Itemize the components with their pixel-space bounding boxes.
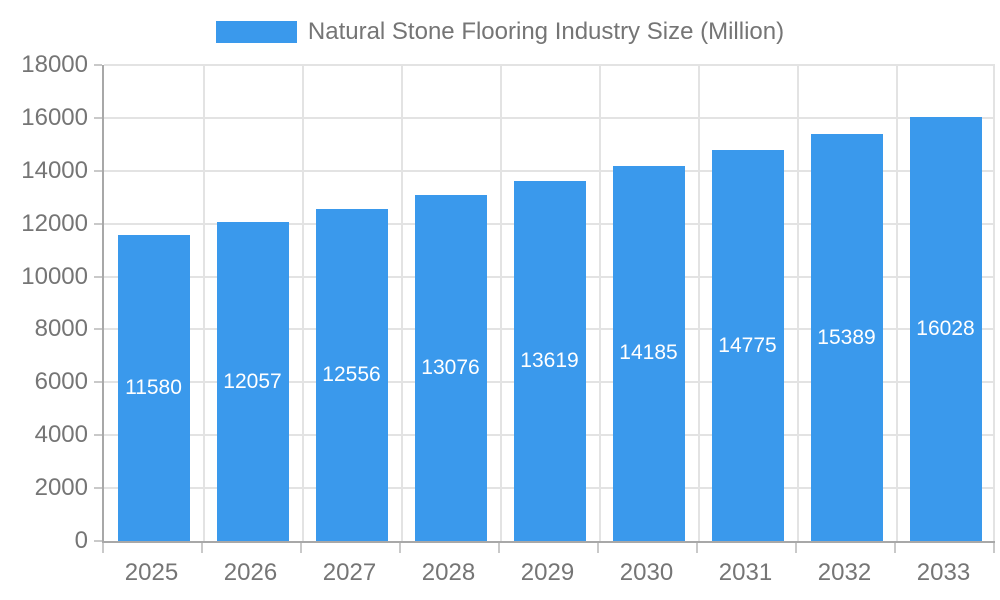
- x-axis-tick: [300, 543, 302, 553]
- y-axis-label: 18000: [21, 51, 88, 78]
- x-axis-label: 2030: [619, 559, 674, 586]
- bar[interactable]: [909, 117, 982, 541]
- y-axis-label: 4000: [34, 421, 88, 449]
- y-axis-label: 12000: [21, 209, 88, 237]
- x-axis-tick: [993, 543, 995, 553]
- y-axis-tick: [94, 487, 102, 490]
- x-axis-tick: [795, 543, 797, 553]
- plot-area: 11580 12057 12556 13076 13619 14185 14775 15389…: [102, 64, 995, 543]
- bar-value-label: 11580: [125, 375, 182, 399]
- bar-value-label: 16028: [916, 317, 975, 341]
- y-gridline: [104, 64, 995, 66]
- y-axis-label: 0: [74, 527, 88, 554]
- x-axis-label: 2026: [223, 559, 278, 586]
- legend-label: Natural Stone Flooring Industry Size (Mi…: [307, 18, 785, 45]
- bar[interactable]: [216, 222, 289, 541]
- bar[interactable]: [711, 150, 784, 541]
- x-gridline: [599, 65, 601, 541]
- chart-legend[interactable]: Natural Stone Flooring Industry Size (Mi…: [0, 18, 1000, 46]
- x-axis-label: 2029: [520, 559, 575, 586]
- x-gridline: [993, 65, 995, 541]
- x-gridline: [401, 65, 403, 541]
- x-gridline: [203, 65, 205, 541]
- y-axis-tick: [94, 540, 102, 542]
- bar-value-label: 15389: [817, 325, 876, 349]
- x-gridline: [896, 65, 898, 541]
- y-axis-tick: [94, 222, 102, 225]
- bar[interactable]: [612, 165, 685, 541]
- x-axis-tick: [102, 543, 104, 553]
- y-axis-label: 16000: [21, 103, 88, 131]
- x-axis-label: 2025: [124, 559, 179, 586]
- x-gridline: [797, 65, 799, 541]
- bar[interactable]: [513, 180, 586, 541]
- y-axis-tick: [94, 434, 102, 437]
- y-axis-tick: [94, 116, 102, 119]
- bar[interactable]: [315, 208, 388, 541]
- x-axis-label: 2033: [916, 559, 971, 586]
- bar-value-label: 13076: [421, 356, 480, 380]
- x-axis-tick: [201, 543, 203, 553]
- x-axis-tick: [498, 543, 500, 553]
- y-axis-label: 14000: [21, 156, 88, 184]
- legend-swatch: [215, 21, 297, 43]
- y-axis-tick: [94, 381, 102, 384]
- y-axis-tick: [94, 64, 102, 66]
- bar[interactable]: [117, 234, 190, 541]
- bar-value-label: 12057: [223, 369, 282, 393]
- x-axis-tick: [894, 543, 896, 553]
- y-axis-tick: [94, 275, 102, 278]
- y-axis-tick: [94, 328, 102, 331]
- x-axis-tick: [597, 543, 599, 553]
- x-axis-tick: [696, 543, 698, 553]
- x-gridline: [698, 65, 700, 541]
- x-axis-label: 2027: [322, 559, 377, 586]
- x-gridline: [500, 65, 502, 541]
- y-axis-tick: [94, 169, 102, 172]
- bar[interactable]: [810, 134, 883, 541]
- x-axis-label: 2031: [718, 559, 773, 586]
- x-gridline: [302, 65, 304, 541]
- bar-value-label: 13619: [520, 348, 579, 372]
- y-axis-label: 6000: [34, 368, 88, 396]
- y-axis-label: 10000: [21, 262, 88, 290]
- y-gridline: [104, 169, 995, 172]
- x-axis-label: 2032: [817, 559, 872, 586]
- y-axis-label: 2000: [34, 474, 88, 502]
- x-axis-label: 2028: [421, 559, 476, 586]
- y-gridline: [104, 116, 995, 119]
- bar-value-label: 12556: [322, 362, 381, 386]
- x-axis-tick: [399, 543, 401, 553]
- y-axis-label: 8000: [34, 315, 88, 343]
- bar-value-label: 14775: [718, 333, 777, 357]
- bar-value-label: 14185: [619, 341, 678, 365]
- bar[interactable]: [414, 195, 487, 541]
